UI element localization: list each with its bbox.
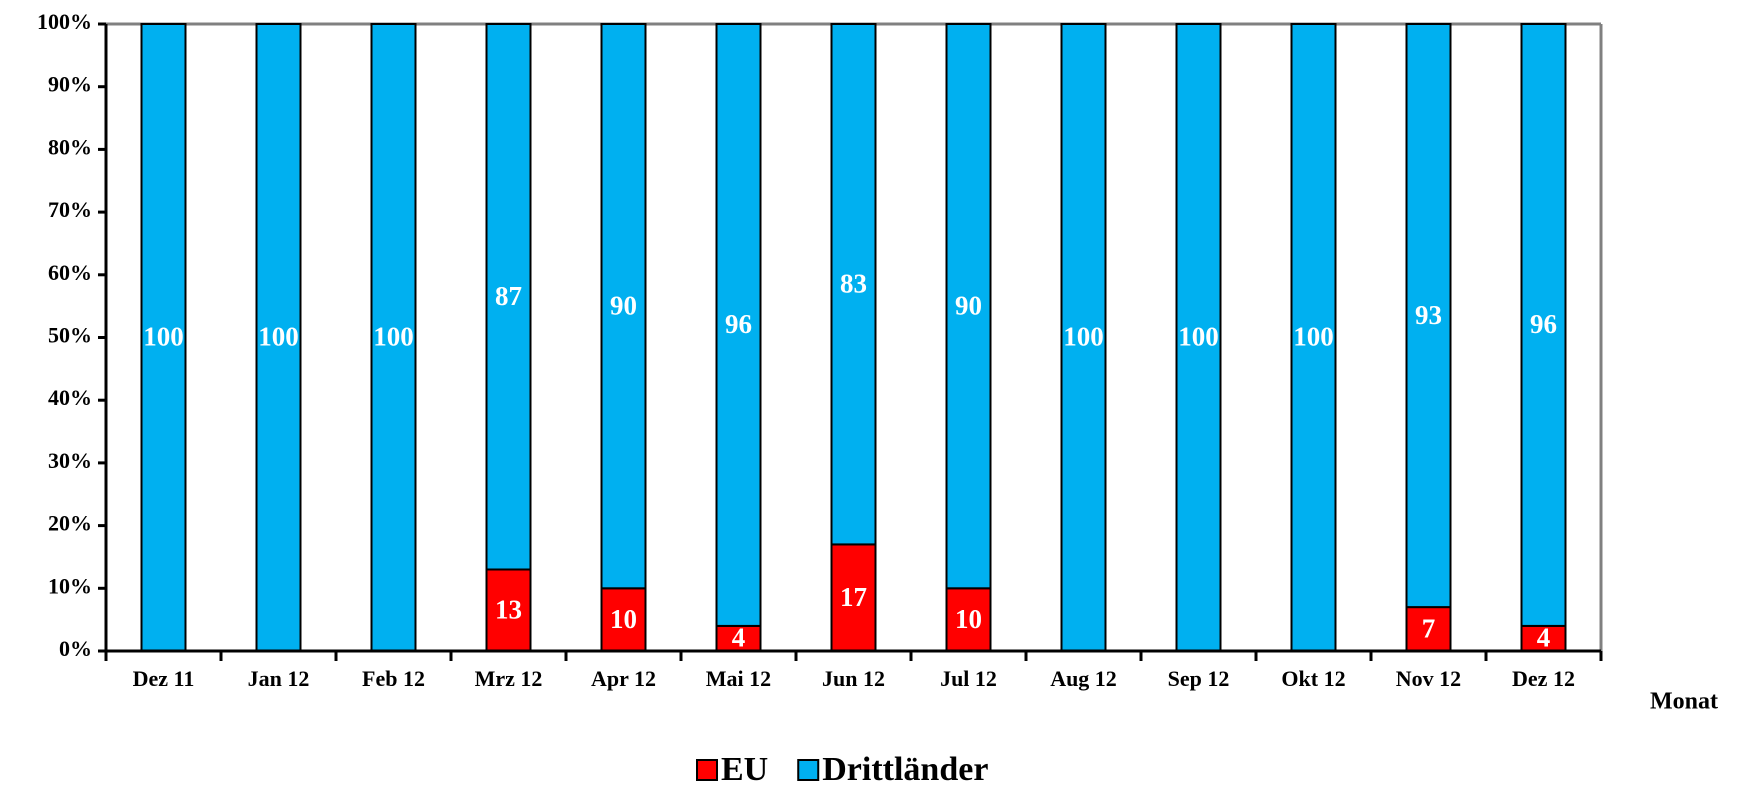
bar-segment [140,23,187,652]
x-tick-label: Dez 11 [133,666,195,691]
data-label: 96 [725,309,752,339]
legend-swatch [797,759,820,781]
bar-segment [600,23,647,590]
bar-segment [1175,23,1222,652]
x-tick-label: Feb 12 [362,666,425,691]
bar-segment [1290,23,1337,652]
data-label: 17 [840,582,867,612]
x-tick-label: Sep 12 [1168,666,1230,691]
bar-segment [370,23,417,652]
data-label: 96 [1530,309,1557,339]
data-label: 90 [955,290,982,320]
legend-label: EU [721,751,768,786]
x-tick-label: Aug 12 [1050,666,1117,691]
x-tick-label: Dez 12 [1512,666,1575,691]
data-label: 7 [1422,613,1436,643]
y-tick-label: 30% [48,448,92,473]
data-label: 100 [1063,322,1104,352]
x-axis-label: Monat [1650,689,1718,715]
data-label: 90 [610,290,637,320]
bar-segment [1405,23,1452,609]
y-tick-label: 10% [48,573,92,598]
data-label: 10 [955,604,982,634]
data-label: 87 [495,281,522,311]
bar-segment [1520,23,1567,627]
y-tick-label: 100% [37,9,92,34]
data-label: 100 [258,322,299,352]
x-tick-label: Mrz 12 [475,666,543,691]
legend-label: Drittländer [822,751,988,786]
data-label: 83 [840,268,867,298]
data-label: 100 [1293,322,1334,352]
data-label: 4 [732,623,746,653]
x-tick-label: Mai 12 [706,666,771,691]
bar-segment [830,23,877,546]
y-tick-label: 0% [59,636,92,661]
data-label: 13 [495,594,522,624]
y-tick-label: 50% [48,323,92,348]
bar-segment [945,23,992,590]
y-tick-label: 80% [48,134,92,159]
y-tick-label: 70% [48,197,92,222]
data-label: 10 [610,604,637,634]
x-tick-label: Nov 12 [1396,666,1461,691]
bar-segment [1060,23,1107,652]
x-tick-label: Jan 12 [248,666,310,691]
x-tick-label: Jun 12 [822,666,885,691]
data-label: 100 [1178,322,1219,352]
y-tick-label: 40% [48,385,92,410]
bar-segment [1405,606,1452,652]
data-label: 100 [373,322,414,352]
x-tick-label: Apr 12 [591,666,656,691]
bar-segment [715,23,762,627]
x-tick-label: Okt 12 [1281,666,1345,691]
y-tick-label: 60% [48,260,92,285]
legend-swatch [696,759,718,781]
x-tick-label: Jul 12 [940,666,997,691]
bar-segment [485,23,532,571]
data-label: 100 [143,322,184,352]
y-tick-label: 20% [48,511,92,536]
y-tick-label: 90% [48,72,92,97]
data-label: 4 [1537,623,1551,653]
data-label: 93 [1415,300,1442,330]
